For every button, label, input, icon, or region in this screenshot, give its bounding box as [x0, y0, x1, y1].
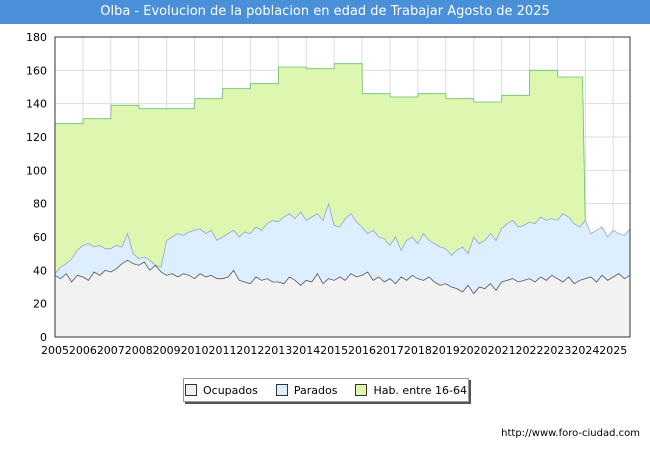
legend-label-parados: Parados	[293, 383, 338, 397]
x-tick-label: 2013	[264, 344, 292, 357]
legend-label-ocupados: Ocupados	[202, 383, 258, 397]
x-tick-label: 2011	[208, 344, 236, 357]
y-tick-label: 80	[33, 198, 47, 211]
x-tick-label: 2017	[376, 344, 404, 357]
x-tick-label: 2014	[292, 344, 320, 357]
chart-title: Olba - Evolucion de la poblacion en edad…	[0, 0, 650, 24]
y-tick-label: 180	[26, 31, 47, 44]
x-tick-label: 2009	[153, 344, 181, 357]
x-tick-label: 2021	[488, 344, 516, 357]
x-tick-label: 2019	[432, 344, 460, 357]
legend-item-parados: Parados	[275, 383, 338, 397]
legend-label-hab: Hab. entre 16-64	[373, 383, 467, 397]
legend-swatch-hab	[355, 384, 368, 396]
source-link[interactable]: http://www.foro-ciudad.com	[501, 428, 640, 439]
legend-item-ocupados: Ocupados	[184, 383, 258, 397]
x-tick-label: 2005	[41, 344, 69, 357]
x-tick-label: 2025	[599, 344, 627, 357]
series-line-1	[54, 202, 631, 274]
chart-legend: Ocupados Parados Hab. entre 16-64	[183, 378, 469, 402]
y-tick-label: 40	[33, 264, 47, 277]
x-tick-label: 2024	[571, 344, 599, 357]
x-tick-label: 2020	[460, 344, 488, 357]
series-area-0	[55, 260, 630, 337]
x-tick-label: 2008	[125, 344, 153, 357]
x-tick-label: 2018	[404, 344, 432, 357]
legend-swatch-ocupados	[184, 384, 197, 396]
y-tick-label: 160	[26, 64, 47, 77]
x-tick-label: 2010	[181, 344, 209, 357]
x-tick-label: 2006	[69, 344, 97, 357]
y-tick-label: 100	[26, 164, 47, 177]
series-line-0	[54, 259, 631, 295]
y-tick-label: 0	[40, 331, 47, 344]
y-tick-label: 20	[33, 298, 47, 311]
y-tick-label: 120	[26, 131, 47, 144]
x-tick-label: 2012	[236, 344, 264, 357]
series-line-2	[55, 63, 586, 229]
legend-item-hab: Hab. entre 16-64	[355, 384, 467, 397]
x-tick-label: 2015	[320, 344, 348, 357]
x-tick-label: 2023	[543, 344, 571, 357]
plot-border	[54, 36, 631, 338]
x-tick-label: 2016	[348, 344, 376, 357]
x-tick-label: 2022	[516, 344, 544, 357]
y-tick-label: 140	[26, 98, 47, 111]
y-tick-label: 60	[33, 231, 47, 244]
legend-swatch-parados	[275, 384, 288, 396]
x-tick-label: 2007	[97, 344, 125, 357]
